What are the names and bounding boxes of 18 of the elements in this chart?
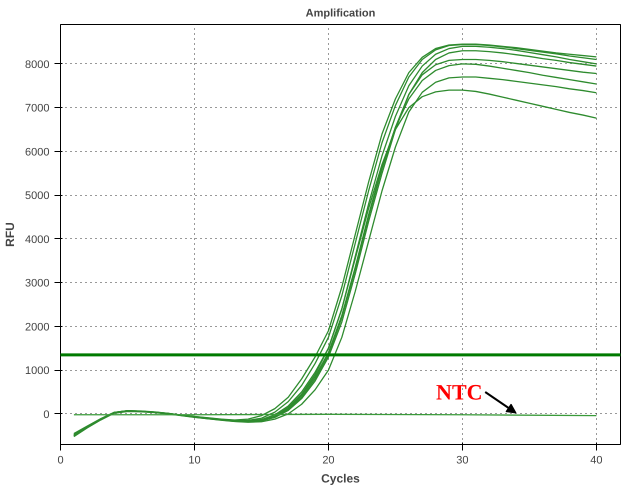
y-tick-label: 4000 [25,234,50,246]
chart-title: Amplification [306,8,376,20]
x-tick-label: 10 [188,454,201,466]
y-tick-label: 1000 [25,365,50,378]
x-axis-title: Cycles [321,472,360,486]
y-tick-label: 3000 [25,278,50,290]
y-tick-label: 0 [43,408,50,421]
y-axis-title: RFU [3,222,18,247]
x-tick-label: 40 [590,454,603,466]
y-tick-label: 7000 [25,102,50,115]
y-tick-label: 5000 [25,190,50,202]
annotation: NTC [436,380,483,404]
x-tick-label: 30 [456,454,469,466]
x-tick-label: 20 [322,454,335,466]
y-tick-label: 8000 [25,58,50,71]
x-tick-label: 0 [57,454,64,466]
y-tick-label: 6000 [25,146,50,158]
y-tick-label: 2000 [25,321,50,334]
